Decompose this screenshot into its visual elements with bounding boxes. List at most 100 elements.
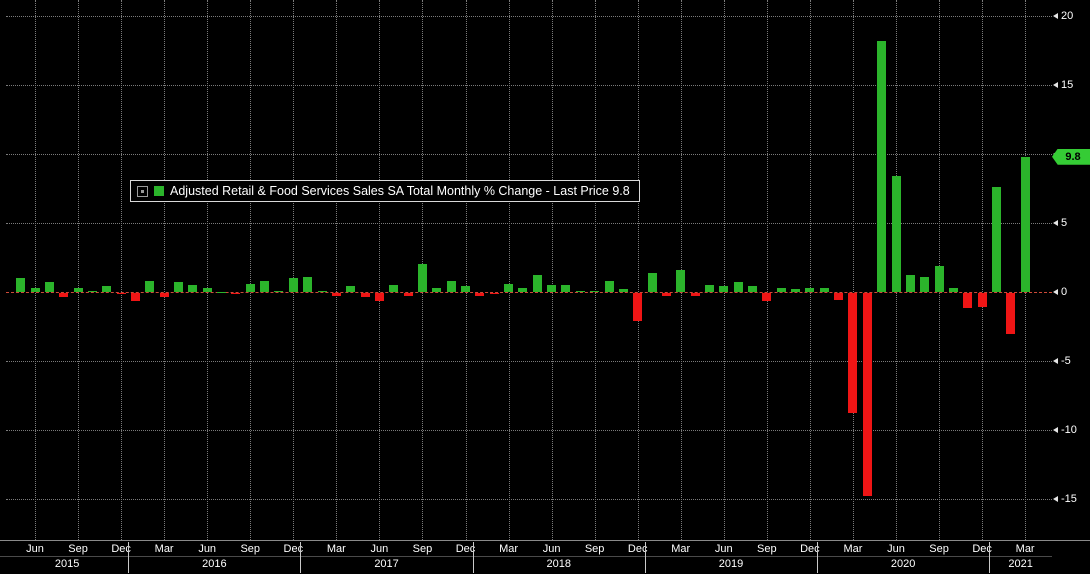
gridline-vertical <box>809 0 811 540</box>
plot-area <box>6 0 1052 540</box>
legend-checkbox-dot <box>141 189 144 193</box>
gridline-vertical <box>637 0 639 540</box>
bar-2020-08 <box>920 276 930 292</box>
bar-2020-05 <box>877 40 887 292</box>
x-axis-month-label: Dec <box>972 543 992 555</box>
year-divider <box>817 542 819 573</box>
bar-2017-09 <box>417 264 427 292</box>
x-axis-year-label: 2015 <box>54 558 80 570</box>
x-axis-month-label: Dec <box>283 543 304 555</box>
y-axis-tick: -15 <box>1053 492 1077 506</box>
y-axis-tick: 5 <box>1053 216 1067 230</box>
x-axis-year-label: 2021 <box>1008 558 1033 570</box>
year-divider <box>300 542 302 573</box>
gridline-horizontal <box>6 361 1052 362</box>
bar-2019-11 <box>791 289 801 292</box>
bar-2015-05 <box>16 278 26 292</box>
gridline-vertical <box>207 0 209 540</box>
x-axis-month-label: Sep <box>412 543 433 555</box>
gridline-horizontal <box>6 85 1052 86</box>
tick-arrow-icon <box>1053 220 1058 226</box>
tick-arrow-icon <box>1053 358 1058 364</box>
y-axis-tick: 0 <box>1053 285 1067 299</box>
bar-2015-10 <box>87 290 97 292</box>
bar-2017-12 <box>461 286 470 292</box>
bar-2019-08 <box>748 286 757 292</box>
y-axis: 20151050-5-10-15 <box>1052 0 1090 540</box>
bar-2016-02 <box>145 280 155 292</box>
bar-2018-05 <box>532 275 542 292</box>
bar-2019-05 <box>704 285 714 292</box>
bar-2020-01 <box>819 287 829 292</box>
last-price-value: 9.8 <box>1065 150 1081 163</box>
bar-2015-09 <box>73 287 83 292</box>
bar-2019-10 <box>776 287 786 292</box>
tick-arrow-icon <box>1053 427 1058 433</box>
bar-2015-11 <box>102 286 112 292</box>
bar-2016-05 <box>188 285 198 292</box>
bar-2019-02 <box>661 293 671 296</box>
x-axis-month-label: Jun <box>542 543 561 555</box>
bar-2020-07 <box>905 275 915 292</box>
bar-2019-12 <box>805 287 815 292</box>
y-axis-tick-label: -5 <box>1061 354 1071 367</box>
year-divider <box>989 542 991 573</box>
y-axis-tick-label: 15 <box>1061 78 1074 91</box>
gridline-vertical <box>723 0 725 540</box>
bar-2017-10 <box>432 287 442 292</box>
last-price-tag: 9.8 <box>1052 148 1090 165</box>
gridline-vertical <box>852 0 854 540</box>
y-axis-tick-label: 5 <box>1061 216 1068 229</box>
y-axis-tick: -10 <box>1053 423 1077 437</box>
x-axis-year-label: 2019 <box>718 558 744 570</box>
y-axis-tick: 20 <box>1053 9 1073 23</box>
bar-2016-08 <box>231 293 241 295</box>
x-axis-month-label: Jun <box>26 543 44 555</box>
gridline-vertical <box>336 0 338 540</box>
bar-2016-09 <box>245 283 255 292</box>
y-axis-tick: 15 <box>1053 78 1073 92</box>
gridline-vertical <box>982 0 984 540</box>
x-axis-month-label: Sep <box>929 543 949 555</box>
bar-2020-02 <box>834 293 844 300</box>
bar-2016-01 <box>130 293 140 302</box>
y-axis-tick-label: -10 <box>1061 423 1077 436</box>
x-axis-separator-line <box>0 556 1052 557</box>
zero-baseline <box>6 292 1052 293</box>
bar-2016-06 <box>202 287 212 292</box>
gridline-vertical <box>594 0 596 540</box>
bar-2018-12 <box>633 293 643 321</box>
y-axis-tick-label: 0 <box>1061 285 1068 298</box>
bar-2016-10 <box>260 280 270 292</box>
bar-2020-06 <box>891 176 901 292</box>
bar-2015-06 <box>30 287 40 292</box>
y-axis-tick-label: 20 <box>1061 9 1074 22</box>
bar-2017-01 <box>303 276 313 292</box>
x-axis-month-label: Sep <box>757 543 777 555</box>
bar-2018-06 <box>547 285 557 292</box>
bar-2016-11 <box>274 290 284 292</box>
x-axis-month-label: Mar <box>154 543 174 555</box>
bar-2019-03 <box>676 269 686 292</box>
gridline-horizontal <box>6 223 1052 224</box>
tick-arrow-icon <box>1053 13 1058 19</box>
bar-2019-09 <box>762 293 772 302</box>
bar-2020-11 <box>963 293 973 309</box>
bar-2020-10 <box>948 287 958 292</box>
gridline-horizontal <box>6 499 1052 500</box>
gridline-vertical <box>293 0 295 540</box>
legend[interactable]: Adjusted Retail & Food Services Sales SA… <box>130 180 640 202</box>
x-axis-month-label: Jun <box>370 543 389 555</box>
bar-2019-07 <box>733 282 743 292</box>
x-axis-month-label: Dec <box>111 543 131 555</box>
bar-2017-08 <box>403 293 413 296</box>
x-axis: Jun Sep Dec Mar Jun Sep Dec Mar Jun Sep Dec Mar Jun S… <box>0 540 1090 574</box>
bar-2016-12 <box>288 278 298 292</box>
x-axis-month-label: Mar <box>326 543 346 555</box>
bar-2018-02 <box>489 293 499 295</box>
legend-checkbox-icon <box>137 185 148 197</box>
bar-2020-03 <box>848 293 858 414</box>
bar-2016-03 <box>159 293 169 298</box>
bar-2021-01 <box>991 187 1001 292</box>
x-axis-month-label: Sep <box>68 543 88 555</box>
